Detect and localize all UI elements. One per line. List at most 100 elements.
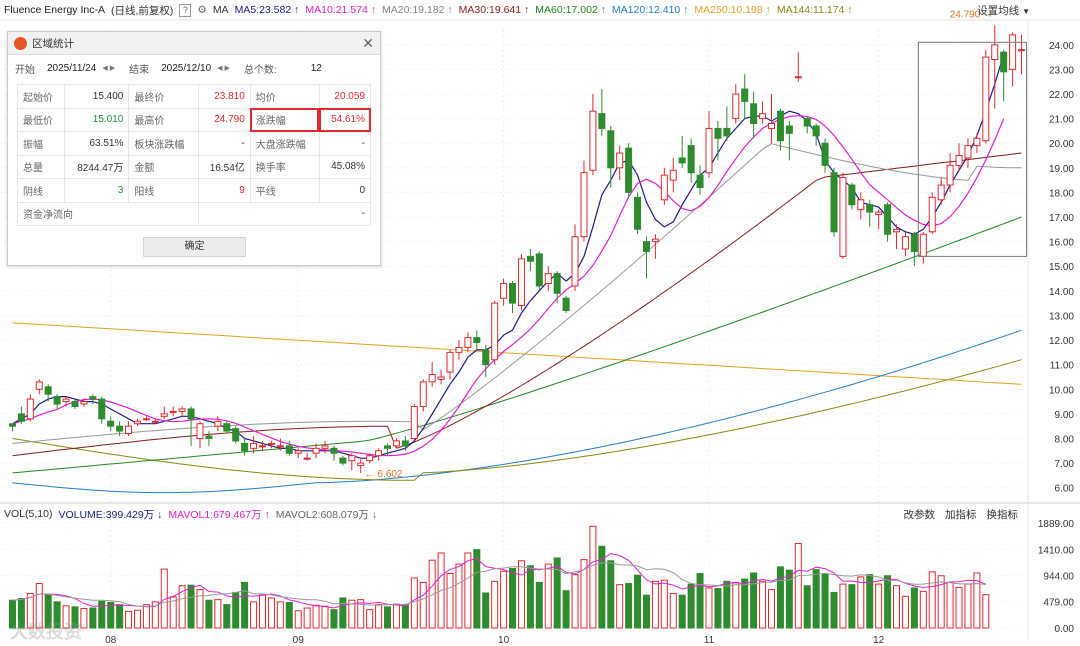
candle-body (973, 137, 981, 147)
stat-label: 平线 (249, 178, 320, 203)
count-value: 12 (310, 62, 322, 74)
candle-body (125, 425, 133, 435)
switch-indicator-button[interactable]: 换指标 (986, 509, 1019, 521)
volume-bar (607, 560, 615, 629)
volume-bar (446, 573, 454, 629)
candle-body (696, 174, 704, 188)
candle-body (187, 408, 195, 420)
volume-bar (714, 588, 722, 629)
candle-body (98, 398, 106, 420)
volume-bar (223, 604, 231, 629)
volume-bar (250, 601, 258, 629)
gear-icon[interactable]: ⚙ (197, 4, 207, 16)
end-date[interactable]: 2025/12/10 (161, 62, 212, 74)
stat-label: 阴线 (17, 178, 65, 203)
stat-value: - (318, 131, 372, 156)
price-tick-label: 12.00 (1049, 336, 1074, 347)
volume-bar (98, 600, 106, 629)
ma-legend-item: MA250:10.198 ↑ (694, 4, 771, 16)
stat-label: 振幅 (17, 131, 65, 156)
candle-body (651, 238, 659, 243)
volume-bar (535, 581, 543, 629)
candle-body (89, 396, 97, 400)
candle-body (642, 241, 650, 252)
candle-body (732, 93, 740, 120)
volume-bar (696, 573, 704, 629)
price-tick-label: 20.00 (1049, 139, 1074, 150)
volume-bar (267, 597, 275, 629)
volume-bar (276, 601, 284, 629)
candle-body (53, 396, 61, 405)
stat-value: 63.51% (63, 131, 130, 156)
volume-bar (937, 575, 945, 629)
volume-bar (544, 563, 552, 629)
stock-title: Fluence Energy Inc-A (4, 4, 105, 16)
end-stepper-icon[interactable]: ◀▶ (217, 65, 232, 72)
close-icon[interactable]: ✕ (362, 35, 374, 51)
volume-bar (678, 594, 686, 629)
candle-body (375, 450, 383, 457)
candle-body (241, 442, 249, 452)
set-ma-button[interactable]: 设置均线 ▼ (977, 5, 1030, 17)
volume-bar (651, 580, 659, 629)
add-indicator-button[interactable]: 加指标 (945, 509, 977, 521)
candle-body (133, 420, 141, 425)
volume-bar (312, 604, 320, 629)
start-date[interactable]: 2025/11/24 (47, 62, 97, 74)
stat-label: 起始价 (17, 84, 65, 109)
candle-body (178, 408, 186, 412)
price-tick-label: 7.00 (1055, 459, 1075, 470)
volume-bar (178, 585, 186, 629)
volume-bar (330, 609, 338, 629)
mavol2-line (12, 562, 986, 607)
candle-body (80, 401, 88, 405)
ma-legend-item: MA10:21.574 ↑ (305, 4, 376, 16)
volume-bar (687, 583, 695, 629)
volume-bar (884, 575, 892, 629)
candle-body (500, 282, 508, 299)
vol-label: VOL(5,10) (4, 508, 53, 520)
volume-bar (339, 597, 347, 629)
start-label: 开始 (15, 64, 35, 76)
stats-row: 资金净流向 - (17, 201, 372, 226)
count-label: 总个数: (243, 64, 277, 76)
volume-tick-label: 0.00 (1055, 624, 1075, 635)
low-annotation: ← 6.602 (365, 469, 403, 480)
stat-label: 最终价 (128, 84, 199, 109)
candle-body (714, 127, 722, 139)
volume-bar (589, 525, 597, 629)
candle-body (946, 164, 954, 186)
vol-legend-item: VOLUME:399.429万 ↓ (58, 508, 163, 521)
candle-body (634, 196, 642, 230)
vol-legend-item: MAVOL2:608.079万 ↓ (275, 508, 378, 521)
start-stepper-icon[interactable]: ◀▶ (102, 65, 118, 72)
dialog-title: 区域统计 (32, 37, 74, 50)
help-icon[interactable]: ? (179, 3, 192, 17)
end-label: 结束 (129, 64, 150, 76)
candle-body (821, 142, 829, 166)
candle-body (544, 273, 552, 284)
volume-bar (303, 607, 311, 629)
candle-body (17, 413, 25, 422)
price-tick-label: 17.00 (1049, 213, 1074, 224)
stat-label: 阳线 (128, 178, 199, 203)
edit-params-button[interactable]: 改参数 (903, 509, 936, 521)
month-label: 10 (498, 635, 510, 646)
ok-button[interactable]: 确定 (143, 237, 246, 257)
volume-bar (794, 543, 802, 629)
volume-tick-label: 1410.00 (1038, 546, 1075, 557)
candle-body (491, 302, 499, 361)
candle-body (660, 174, 668, 201)
high-annotation: 24.790 → (950, 9, 993, 20)
stat-label: 板块涨跌幅 (128, 131, 199, 156)
ma30-line (12, 152, 1022, 457)
volume-bar (750, 572, 758, 629)
candle-body (741, 88, 749, 102)
candle-body (705, 127, 713, 174)
candle-body (259, 445, 266, 448)
candle-body (44, 386, 52, 395)
candle-body (919, 233, 927, 257)
price-tick-label: 19.00 (1049, 164, 1074, 175)
volume-bar (241, 581, 249, 629)
price-tick-label: 10.00 (1049, 385, 1074, 396)
